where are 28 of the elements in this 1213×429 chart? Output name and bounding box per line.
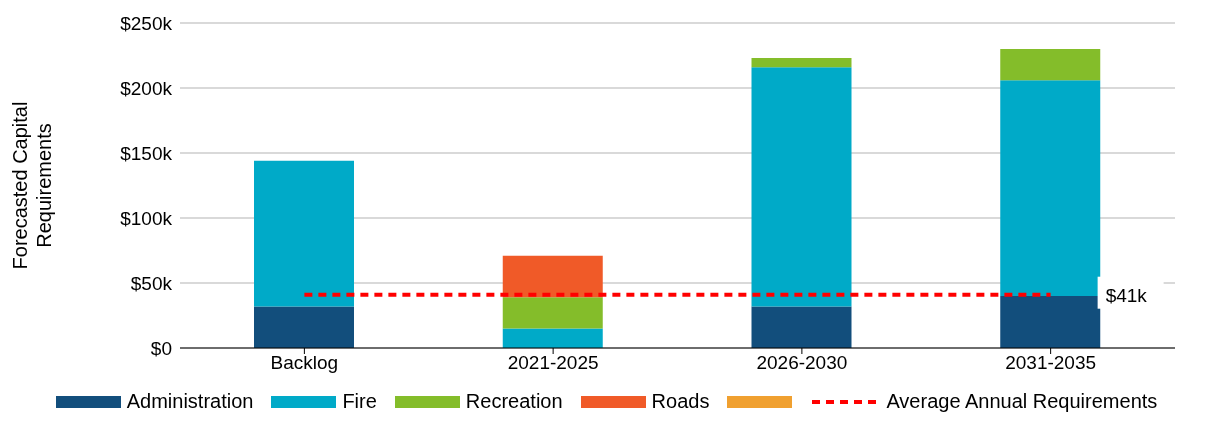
- y-tick-label: $100k: [120, 207, 173, 229]
- x-tick-label: 2026-2030: [756, 352, 848, 374]
- bar: [751, 306, 852, 348]
- legend-label: Roads: [651, 390, 710, 413]
- legend-label: Fire: [342, 390, 377, 413]
- y-tick-label: $50k: [130, 272, 173, 294]
- bar: [751, 67, 852, 307]
- x-tick-label: Backlog: [270, 352, 339, 374]
- y-tick-label: $0: [150, 337, 172, 359]
- legend-label: Recreation: [465, 390, 563, 413]
- y-axis-title: Forecasted Capital Requirements: [9, 101, 55, 270]
- y-tick-label: $250k: [120, 12, 173, 34]
- bar: [502, 328, 603, 348]
- x-tick-label: 2021-2025: [507, 352, 599, 374]
- bar: [1000, 49, 1101, 81]
- y-tick-label: $200k: [120, 77, 173, 99]
- legend-label: Average Annual Requirements: [886, 390, 1158, 413]
- bar: [1000, 296, 1101, 348]
- bar: [254, 306, 354, 348]
- bar: [1000, 80, 1101, 296]
- annotation: $41k: [1105, 284, 1148, 306]
- legend-label: Administration: [126, 390, 254, 413]
- bar: [502, 297, 603, 329]
- bar: [502, 255, 603, 298]
- bar: [254, 160, 354, 307]
- bar: [751, 58, 852, 68]
- y-tick-label: $150k: [120, 142, 173, 164]
- x-tick-label: 2031-2035: [1005, 352, 1097, 374]
